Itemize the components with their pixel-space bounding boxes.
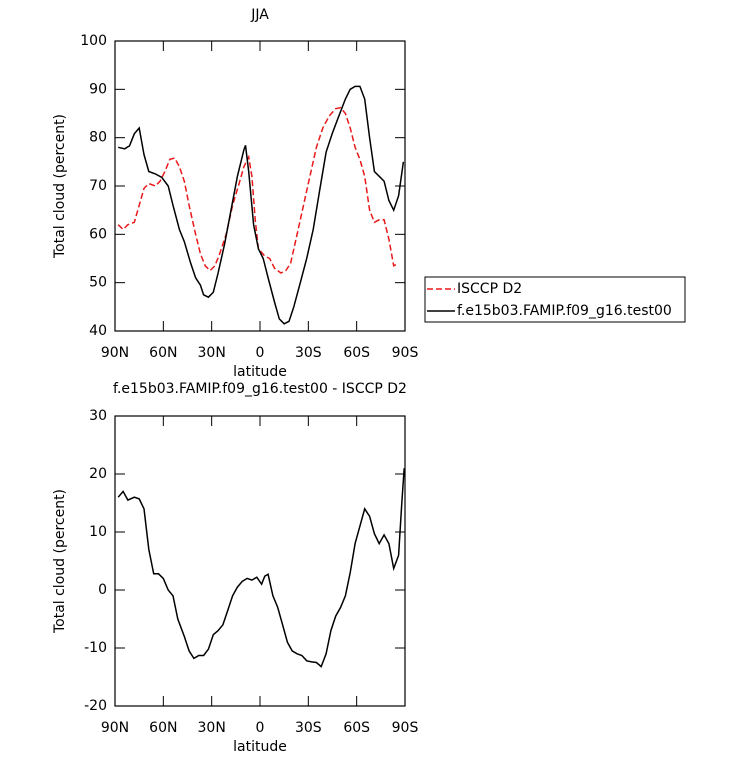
y-tick-label: 40 [89, 323, 107, 339]
x-tick-label: 60S [343, 345, 370, 361]
y-tick-label: 60 [89, 226, 107, 242]
y-tick-label: 10 [89, 524, 107, 540]
x-tick-label: 90N [101, 720, 129, 736]
data-line [117, 468, 405, 668]
x-tick-label: 0 [256, 720, 265, 736]
y-tick-label: 90 [89, 81, 107, 97]
y-tick-label: 30 [89, 408, 107, 424]
x-axis-label: latitude [233, 739, 287, 755]
x-tick-label: 60N [149, 720, 177, 736]
y-tick-label: 80 [89, 130, 107, 146]
x-tick-label: 0 [256, 345, 265, 361]
x-tick-label: 30N [198, 345, 226, 361]
x-tick-label: 60N [149, 345, 177, 361]
y-tick-label: 20 [89, 466, 107, 482]
x-tick-label: 30S [295, 720, 322, 736]
y-tick-label: 70 [89, 178, 107, 194]
legend: ISCCP D2 f.e15b03.FAMIP.f09_g16.test00 [424, 276, 686, 323]
y-tick-label: 50 [89, 275, 107, 291]
data-line [118, 85, 405, 325]
x-axis-label: latitude [233, 364, 287, 380]
legend-label: ISCCP D2 [457, 281, 522, 297]
y-axis-label: Total cloud (percent) [52, 114, 68, 259]
y-tick-label: 100 [80, 33, 107, 49]
y-tick-label: 0 [98, 582, 107, 598]
x-tick-label: 90S [392, 720, 419, 736]
y-tick-label: -10 [84, 640, 107, 656]
legend-box [424, 276, 686, 323]
y-tick-label: -20 [84, 698, 107, 714]
x-tick-label: 30N [198, 720, 226, 736]
chart-title: f.e15b03.FAMIP.f09_g16.test00 - ISCCP D2 [113, 381, 407, 397]
chart-title: JJA [250, 7, 269, 23]
plot-frame [114, 415, 406, 707]
x-tick-label: 90N [101, 345, 129, 361]
x-tick-label: 60S [343, 720, 370, 736]
y-axis-label: Total cloud (percent) [52, 489, 68, 634]
data-line [117, 106, 399, 274]
x-tick-label: 30S [295, 345, 322, 361]
x-tick-label: 90S [392, 345, 419, 361]
legend-label: f.e15b03.FAMIP.f09_g16.test00 [457, 303, 672, 319]
plot-frame [114, 40, 406, 332]
